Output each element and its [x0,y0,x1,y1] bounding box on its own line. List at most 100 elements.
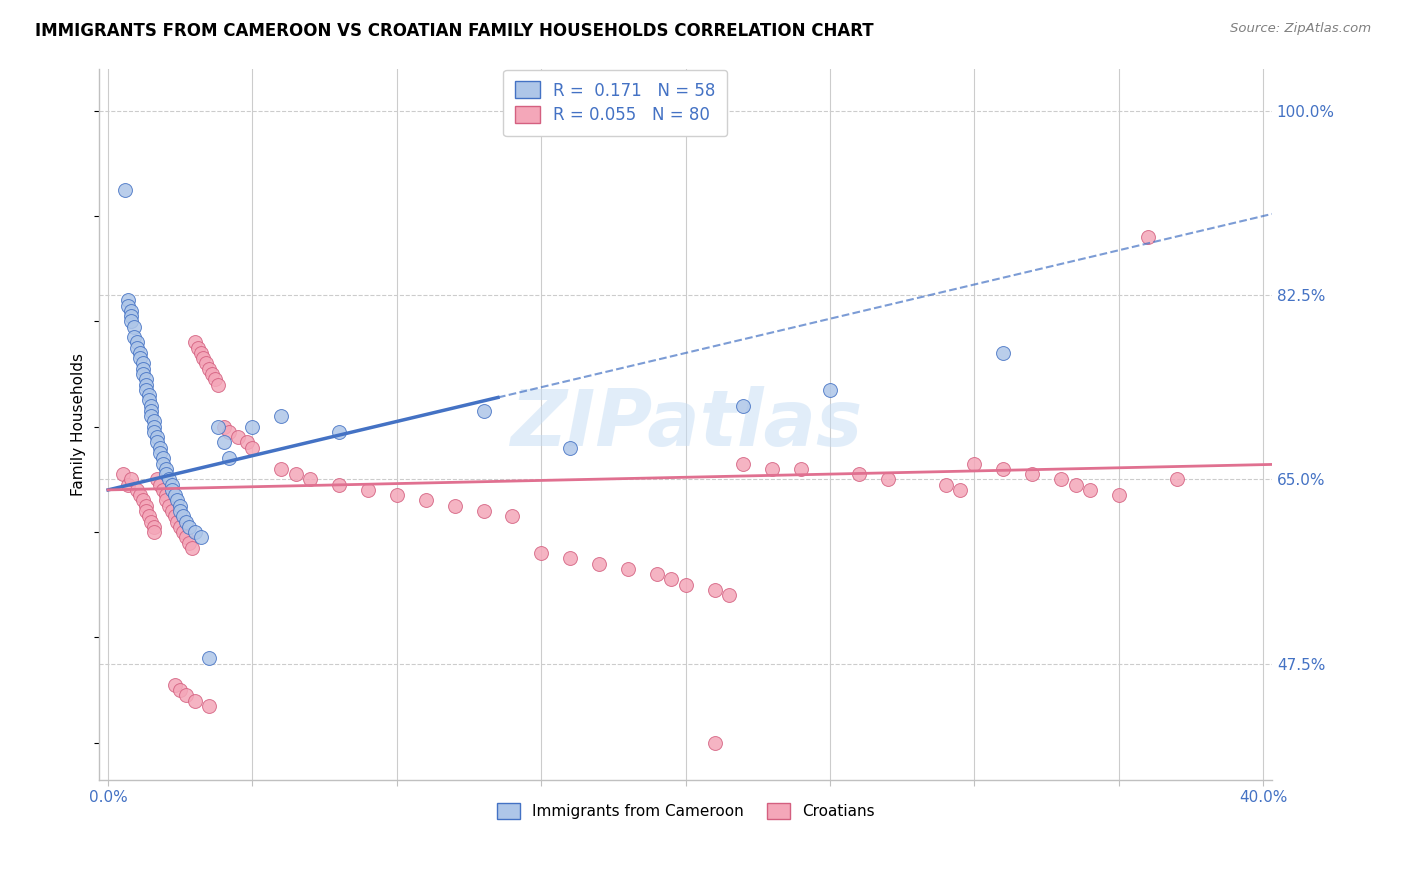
Point [152,483,174,497]
Point [141,409,163,424]
Point [761,462,783,476]
Point [125,341,148,355]
Point [166,493,188,508]
Point [617,562,640,576]
Point [790,462,813,476]
Point [717,588,740,602]
Point [530,546,553,560]
Point [155,488,177,502]
Point [560,441,582,455]
Point [163,678,186,692]
Point [1166,472,1188,486]
Point [143,414,166,428]
Point [415,493,437,508]
Point [190,530,212,544]
Point [174,530,197,544]
Point [172,524,194,539]
Point [177,520,200,534]
Point [270,409,292,424]
Point [163,509,186,524]
Point [1108,488,1130,502]
Point [195,356,218,370]
Point [385,488,408,502]
Point [818,383,841,397]
Point [357,483,380,497]
Point [169,504,191,518]
Point [328,425,350,439]
Point [733,399,755,413]
Point [299,472,322,486]
Point [135,377,157,392]
Point [166,515,188,529]
Point [160,483,183,497]
Point [212,419,235,434]
Point [143,524,166,539]
Point [472,404,495,418]
Point [1136,230,1159,244]
Point [120,309,142,323]
Point [128,488,150,502]
Point [270,462,292,476]
Point [143,520,166,534]
Point [122,319,145,334]
Point [169,520,191,534]
Point [218,425,240,439]
Point [155,493,177,508]
Point [993,346,1015,360]
Point [135,372,157,386]
Point [146,435,169,450]
Point [1021,467,1043,482]
Point [138,509,160,524]
Point [146,430,169,444]
Text: Source: ZipAtlas.com: Source: ZipAtlas.com [1230,22,1371,36]
Point [1078,483,1101,497]
Point [149,441,172,455]
Point [141,399,163,413]
Point [226,430,249,444]
Point [117,477,139,491]
Point [152,451,174,466]
Point [120,472,142,486]
Point [146,472,169,486]
Point [143,419,166,434]
Point [125,335,148,350]
Point [198,651,221,665]
Point [501,509,523,524]
Point [135,499,157,513]
Point [132,361,155,376]
Point [111,467,134,482]
Point [128,351,150,366]
Point [848,467,870,482]
Point [138,393,160,408]
Point [187,341,209,355]
Point [235,435,257,450]
Point [184,335,207,350]
Point [207,419,229,434]
Point [659,573,682,587]
Point [703,582,725,597]
Point [157,499,180,513]
Point [132,356,155,370]
Point [135,383,157,397]
Point [472,504,495,518]
Point [120,314,142,328]
Point [193,351,215,366]
Point [218,451,240,466]
Point [993,462,1015,476]
Text: ZIPatlas: ZIPatlas [509,386,862,462]
Point [174,515,197,529]
Point [177,535,200,549]
Point [949,483,972,497]
Point [138,388,160,402]
Point [284,467,307,482]
Point [443,499,465,513]
Point [155,462,177,476]
Point [184,524,207,539]
Point [180,541,202,555]
Point [212,435,235,450]
Point [132,367,155,381]
Point [135,504,157,518]
Point [207,377,229,392]
Point [169,683,191,698]
Point [132,493,155,508]
